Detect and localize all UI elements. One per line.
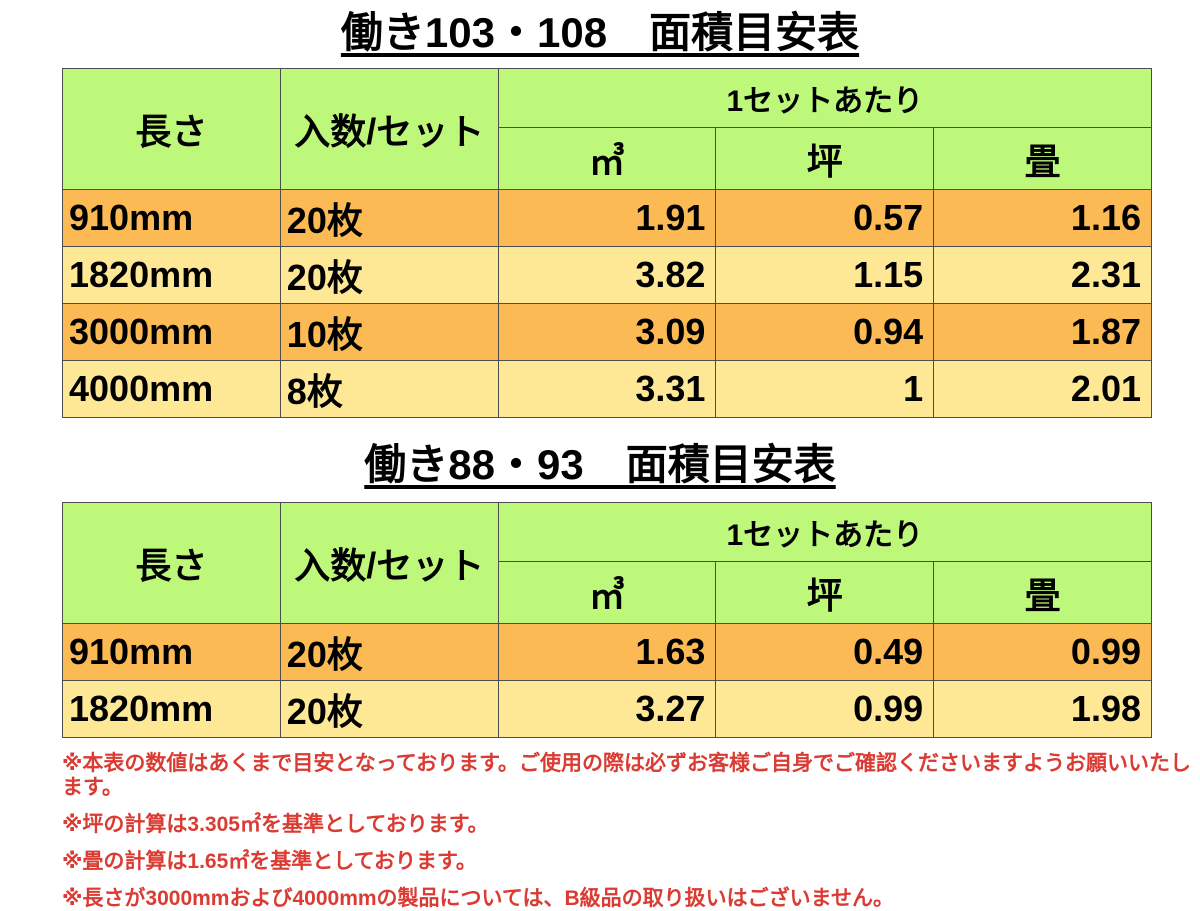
cell-count: 20枚 — [279, 246, 499, 304]
cell-count: 20枚 — [279, 623, 499, 681]
area-table-103-108: 長さ 入数/セット 1セットあたり ㎥ 坪 畳 910mm 20枚 1.91 0… — [62, 68, 1153, 418]
cell-count: 20枚 — [279, 189, 499, 247]
cell-length: 1820mm — [62, 246, 281, 304]
cell-tsubo: 0.49 — [715, 623, 935, 681]
header-unit-m3: ㎥ — [497, 127, 717, 190]
cell-m3: 3.31 — [497, 360, 717, 418]
cell-tsubo: 0.57 — [715, 189, 935, 247]
footnote: ※本表の数値はあくまで目安となっております。ご使用の際は必ずお客様ご自身でご確認… — [62, 752, 1192, 799]
cell-tsubo: 1.15 — [715, 246, 935, 304]
cell-m3: 1.91 — [497, 189, 717, 247]
cell-length: 4000mm — [62, 360, 281, 418]
header-length: 長さ — [62, 68, 281, 190]
cell-tsubo: 0.99 — [715, 680, 935, 738]
table-row: 1820mm 20枚 3.82 1.15 2.31 — [62, 246, 1152, 304]
header-unit-tatami: 畳 — [933, 561, 1152, 624]
header-per-set-group: 1セットあたり — [497, 68, 1153, 128]
table-row: 3000mm 10枚 3.09 0.94 1.87 — [62, 303, 1152, 361]
cell-m3: 3.82 — [497, 246, 717, 304]
header-count-per-set: 入数/セット — [279, 502, 499, 624]
cell-tatami: 1.16 — [933, 189, 1152, 247]
cell-m3: 3.27 — [497, 680, 717, 738]
cell-length: 3000mm — [62, 303, 281, 361]
cell-count: 8枚 — [279, 360, 499, 418]
cell-count: 10枚 — [279, 303, 499, 361]
cell-m3: 1.63 — [497, 623, 717, 681]
footnote: ※畳の計算は1.65㎡を基準としております。 — [62, 850, 477, 873]
header-row-units: ㎥ 坪 畳 — [63, 561, 1152, 624]
area-table-88-93: 長さ 入数/セット 1セットあたり ㎥ 坪 畳 910mm 20枚 1.63 0… — [62, 502, 1153, 738]
table-row: 910mm 20枚 1.91 0.57 1.16 — [62, 189, 1152, 247]
header-row-top: 長さ 入数/セット 1セットあたり — [62, 68, 1153, 190]
cell-length: 1820mm — [62, 680, 281, 738]
header-unit-m3: ㎥ — [497, 561, 717, 624]
header-count-per-set: 入数/セット — [279, 68, 499, 190]
cell-m3: 3.09 — [497, 303, 717, 361]
header-unit-tsubo: 坪 — [715, 561, 935, 624]
footnotes: ※本表の数値はあくまで目安となっております。ご使用の際は必ずお客様ご自身でご確認… — [62, 752, 1200, 911]
cell-tsubo: 1 — [715, 360, 935, 418]
page: 働き103・108 面積目安表 長さ 入数/セット 1セットあたり ㎥ 坪 畳 … — [0, 9, 1200, 911]
cell-tsubo: 0.94 — [715, 303, 935, 361]
table2-title: 働き88・93 面積目安表 — [364, 441, 836, 488]
header-per-set-group: 1セットあたり — [497, 502, 1153, 562]
table1-title: 働き103・108 面積目安表 — [340, 9, 860, 56]
header-row-top: 長さ 入数/セット 1セットあたり — [62, 502, 1153, 624]
cell-count: 20枚 — [279, 680, 499, 738]
table-row: 1820mm 20枚 3.27 0.99 1.98 — [62, 680, 1152, 738]
header-unit-tatami: 畳 — [933, 127, 1152, 190]
cell-length: 910mm — [62, 623, 281, 681]
footnote: ※長さが3000mmおよび4000mmの製品については、B級品の取り扱いはござい… — [62, 887, 895, 910]
cell-tatami: 2.01 — [933, 360, 1152, 418]
cell-tatami: 1.98 — [933, 680, 1152, 738]
header-row-units: ㎥ 坪 畳 — [63, 127, 1152, 190]
cell-length: 910mm — [62, 189, 281, 247]
cell-tatami: 1.87 — [933, 303, 1152, 361]
table-row: 4000mm 8枚 3.31 1 2.01 — [62, 360, 1152, 418]
cell-tatami: 0.99 — [933, 623, 1152, 681]
footnote: ※坪の計算は3.305㎡を基準としております。 — [62, 813, 489, 836]
cell-tatami: 2.31 — [933, 246, 1152, 304]
table-row: 910mm 20枚 1.63 0.49 0.99 — [62, 623, 1152, 681]
header-length: 長さ — [62, 502, 281, 624]
header-unit-tsubo: 坪 — [715, 127, 935, 190]
